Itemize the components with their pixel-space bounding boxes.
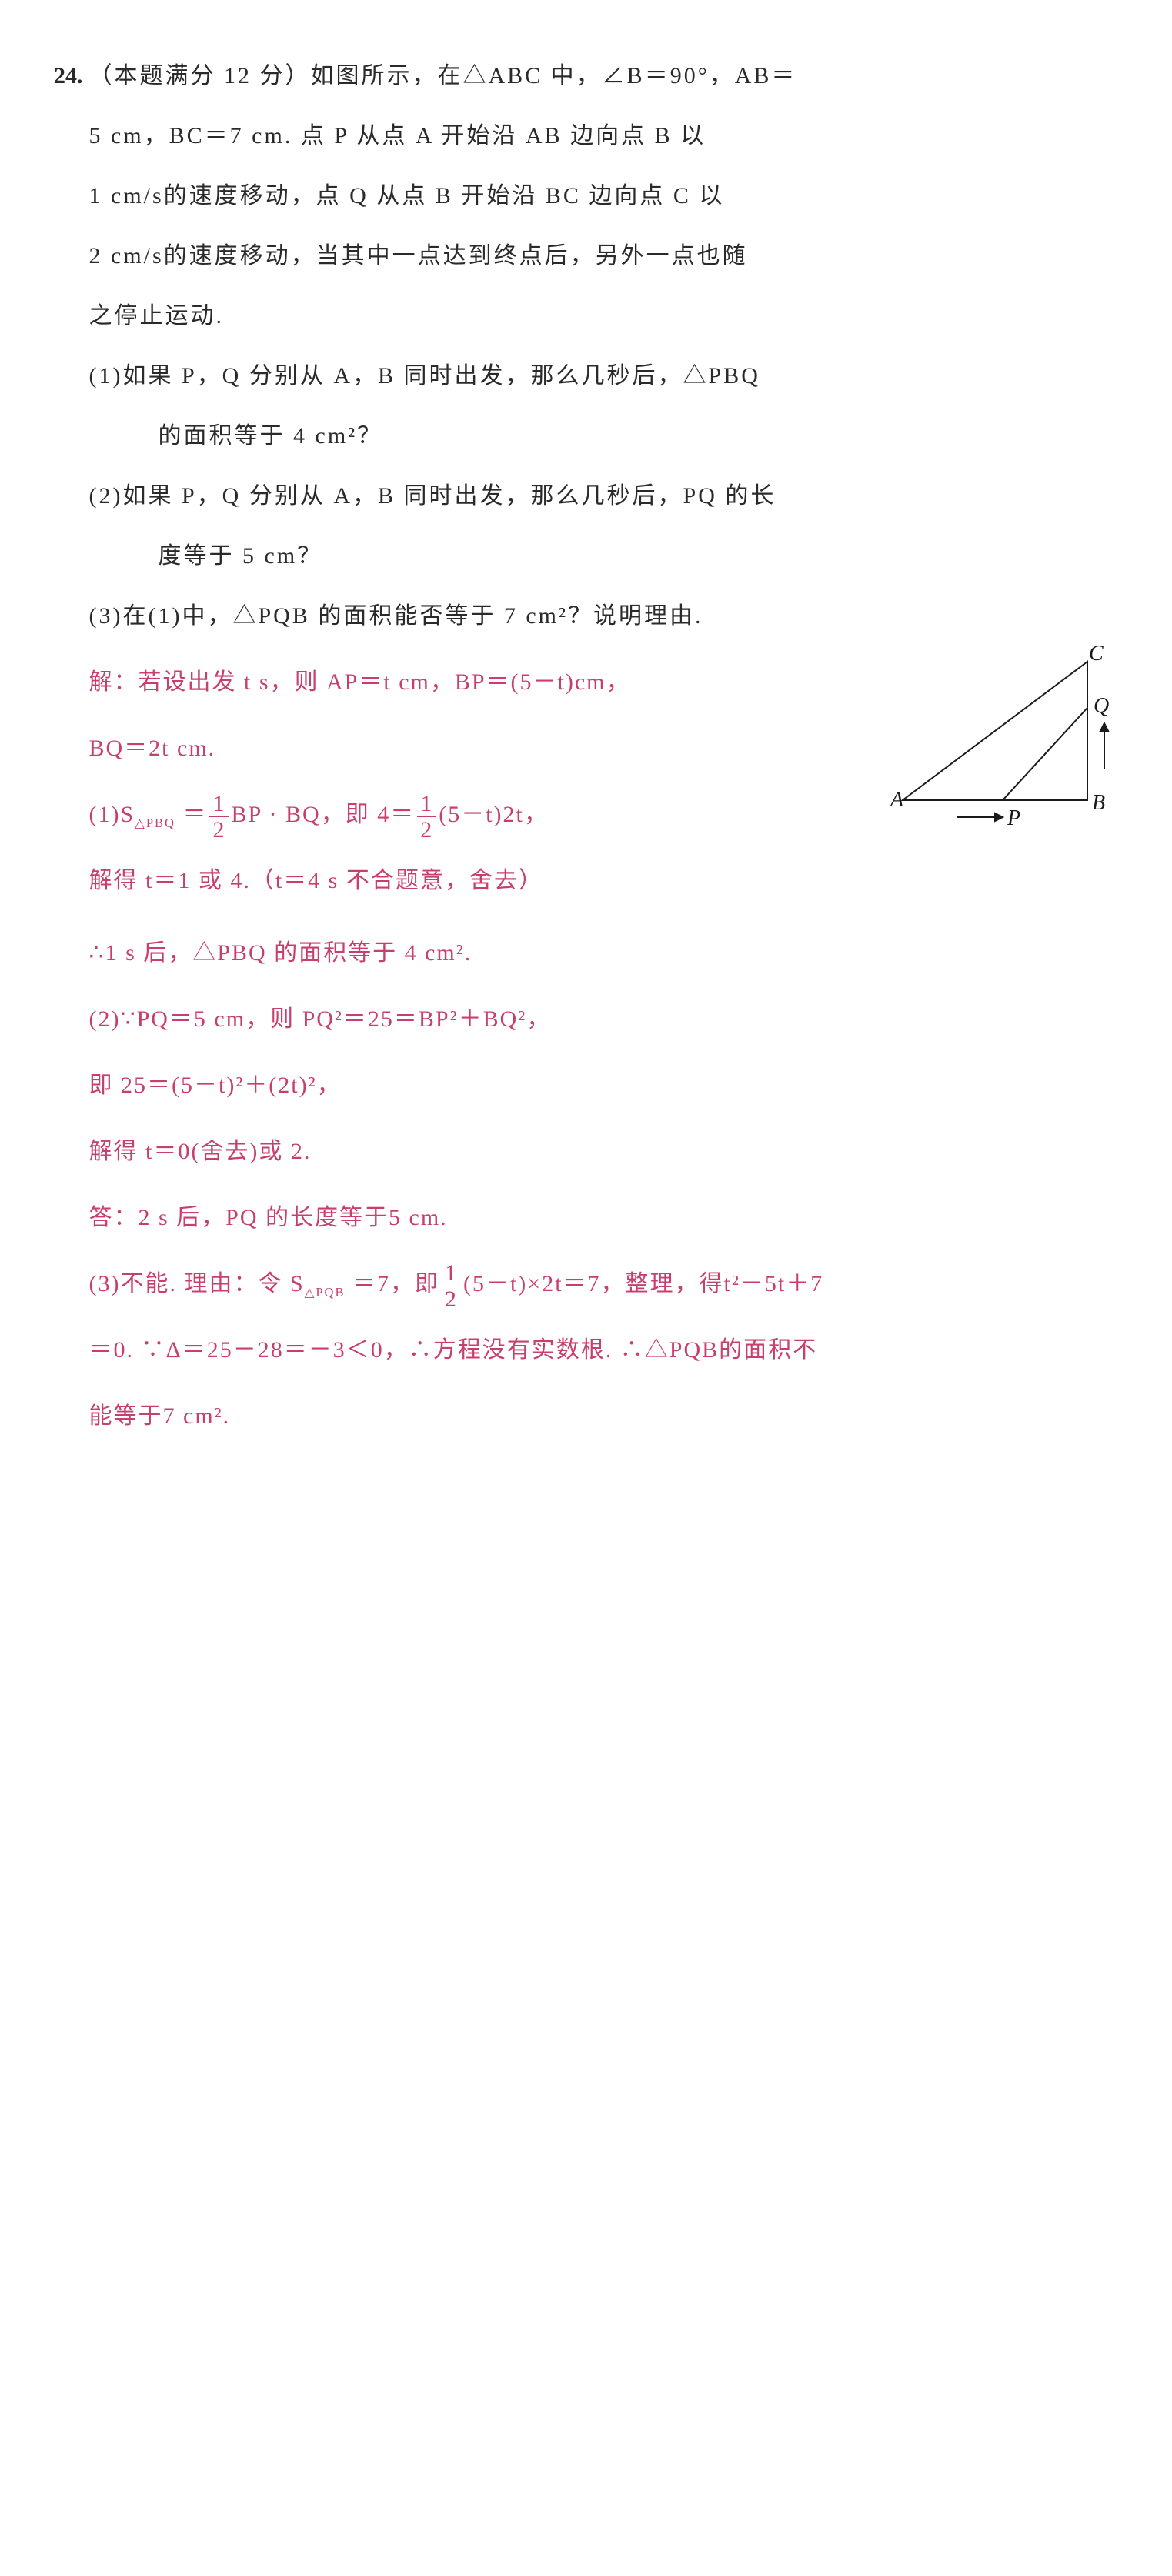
sol-2b: 即 25＝(5－t)²＋(2t)²， <box>89 1056 1119 1116</box>
problem-body: （本题满分 12 分）如图所示，在△ABC 中，∠B＝90°，AB＝ 5 cm，… <box>89 46 1119 1453</box>
sol-1a-mid: ＝ <box>175 802 208 827</box>
problem-number: 24. <box>54 46 83 106</box>
diagram-label-A: A <box>889 788 905 812</box>
sol-3c: 能等于7 cm². <box>89 1386 1119 1446</box>
question-3: (3)在(1)中，△PQB 的面积能否等于 7 cm²？说明理由. <box>89 586 1119 646</box>
sol-1c: ∴1 s 后，△PBQ 的面积等于 4 cm². <box>89 923 1119 983</box>
diagram-label-P: P <box>1007 806 1022 830</box>
diagram-label-C: C <box>1089 646 1105 666</box>
frac-d-2: 2 <box>417 817 436 843</box>
sol-3a-pre: (3)不能. 理由：令 S <box>89 1271 305 1296</box>
frac-n-2: 1 <box>417 791 436 817</box>
sol-1a: (1)S△PBQ ＝12BP · BQ，即 4＝12(5－t)2t， <box>89 785 873 845</box>
stem-line-3: 1 cm/s的速度移动，点 Q 从点 B 开始沿 BC 边向点 C 以 <box>89 166 1119 226</box>
solution-block: 解：若设出发 t s，则 AP＝t cm，BP＝(5－t)cm， BQ＝2t c… <box>89 646 1119 1446</box>
sol-setup-2: BQ＝2t cm. <box>89 719 873 779</box>
question-2-b: 度等于 5 cm？ <box>89 526 1119 586</box>
diagram-label-B: B <box>1092 791 1107 815</box>
sol-3a: (3)不能. 理由：令 S△PQB ＝7，即12(5－t)×2t＝7，整理，得t… <box>89 1254 1119 1314</box>
sol-3b: ＝0. ∵Δ＝25－28＝－3＜0，∴方程没有实数根. ∴△PQB的面积不 <box>89 1320 1119 1380</box>
sol-3a-sub: △PQB <box>305 1285 346 1300</box>
stem-line-2: 5 cm，BC＝7 cm. 点 P 从点 A 开始沿 AB 边向点 B 以 <box>89 106 1119 166</box>
sol-1a-pre: (1)S <box>89 802 135 827</box>
question-2-a: (2)如果 P，Q 分别从 A，B 同时出发，那么几秒后，PQ 的长 <box>89 466 1119 526</box>
stem-line-4: 2 cm/s的速度移动，当其中一点达到终点后，另外一点也随 <box>89 226 1119 286</box>
diagram-label-Q: Q <box>1094 694 1110 718</box>
sol-2a: (2)∵PQ＝5 cm，则 PQ²＝25＝BP²＋BQ²， <box>89 989 1119 1049</box>
sol-1a-post: BP · BQ，即 4＝ <box>231 802 415 827</box>
sol-3a-mid: ＝7，即 <box>345 1271 439 1296</box>
frac-n-1: 1 <box>209 791 229 817</box>
sol-1b: 解得 t＝1 或 4.（t＝4 s 不合题意，舍去） <box>89 851 873 911</box>
sol-1a-sub: △PBQ <box>135 816 175 830</box>
sol-3a-post: (5－t)×2t＝7，整理，得t²－5t＋7 <box>463 1271 823 1296</box>
question-1-b: 的面积等于 4 cm²？ <box>89 406 1119 466</box>
sol-2d: 答：2 s 后，PQ 的长度等于5 cm. <box>89 1188 1119 1248</box>
stem-line-1: （本题满分 12 分）如图所示，在△ABC 中，∠B＝90°，AB＝ <box>89 46 1119 106</box>
sol-2c: 解得 t＝0(舍去)或 2. <box>89 1122 1119 1182</box>
stem-line-5: 之停止运动. <box>89 286 1119 346</box>
sol-setup-1: 解：若设出发 t s，则 AP＝t cm，BP＝(5－t)cm， <box>89 652 873 712</box>
question-1-a: (1)如果 P，Q 分别从 A，B 同时出发，那么几秒后，△PBQ <box>89 346 1119 406</box>
frac-d-3: 2 <box>442 1286 461 1312</box>
triangle-diagram: A B C P Q <box>887 646 1118 846</box>
frac-n-3: 1 <box>442 1260 461 1286</box>
frac-d-1: 2 <box>209 817 229 843</box>
sol-1a-tail: (5－t)2t， <box>439 802 549 827</box>
